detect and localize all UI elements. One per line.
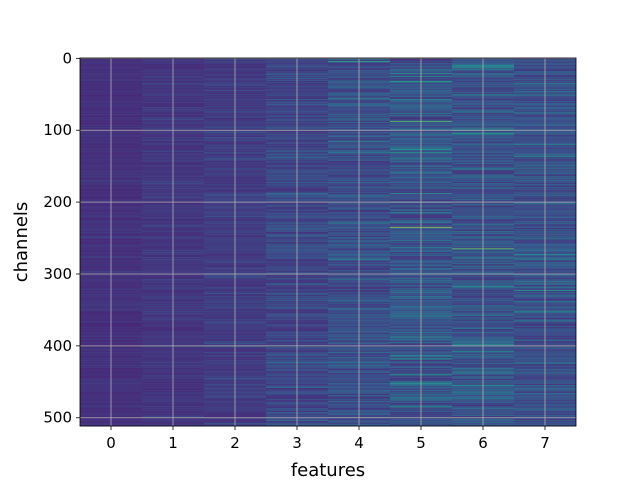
y-axis-ticks: 0 100 200 300 400 500 xyxy=(43,49,80,427)
x-tick-label: 3 xyxy=(292,434,302,452)
plot-frame xyxy=(79,57,577,427)
y-tick-label: 200 xyxy=(43,193,72,211)
x-axis-label: features xyxy=(291,460,365,480)
x-axis-ticks: 0 1 2 3 4 5 6 7 xyxy=(106,426,550,452)
y-tick-label: 0 xyxy=(62,49,72,67)
y-tick-label: 500 xyxy=(43,409,72,427)
y-tick-label: 300 xyxy=(43,265,72,283)
x-tick-label: 1 xyxy=(168,434,178,452)
x-tick-label: 0 xyxy=(106,434,116,452)
y-tick-label: 400 xyxy=(43,337,72,355)
grid-lines xyxy=(80,57,576,426)
x-tick-label: 2 xyxy=(230,434,240,452)
heatmap-cells xyxy=(80,58,576,427)
x-tick-label: 5 xyxy=(416,434,426,452)
x-tick-label: 6 xyxy=(478,434,488,452)
x-tick-label: 4 xyxy=(354,434,364,452)
y-axis-label: channels xyxy=(11,202,32,283)
x-tick-label: 7 xyxy=(540,434,550,452)
y-tick-label: 100 xyxy=(43,121,72,139)
